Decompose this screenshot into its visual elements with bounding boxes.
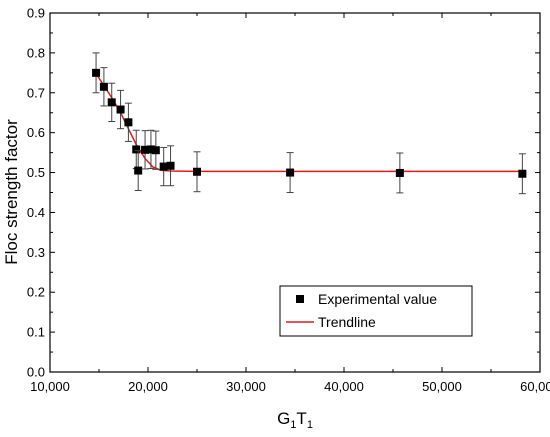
x-tick-label: 60,000 xyxy=(520,379,550,394)
legend-marker-experimental xyxy=(296,295,304,303)
x-axis-title-t: T xyxy=(296,409,306,428)
legend-label-experimental: Experimental value xyxy=(318,291,437,307)
x-axis-title-sub1: 1 xyxy=(290,419,296,431)
y-tick-label: 0.5 xyxy=(27,165,45,180)
x-tick-label: 50,000 xyxy=(422,379,462,394)
legend-label-trendline: Trendline xyxy=(318,314,376,330)
y-tick-label: 0.3 xyxy=(27,245,45,260)
x-tick-label: 10,000 xyxy=(30,379,70,394)
y-tick-label: 0.0 xyxy=(27,365,45,380)
data-point xyxy=(159,162,168,171)
data-point xyxy=(193,167,201,176)
x-tick-label: 30,000 xyxy=(226,379,266,394)
data-point xyxy=(132,145,141,154)
y-tick-label: 0.4 xyxy=(27,205,45,220)
y-tick-label: 0.1 xyxy=(27,325,45,340)
data-point xyxy=(134,166,143,175)
data-point xyxy=(141,145,150,154)
data-point xyxy=(124,118,133,127)
y-axis-title: Floc strength factor xyxy=(2,119,21,265)
y-tick-label: 0.2 xyxy=(27,285,45,300)
data-point xyxy=(99,82,108,91)
x-axis-ticks: 10,000 20,000 30,000 40,000 50,000 60,000 xyxy=(30,13,550,394)
data-point xyxy=(146,145,155,154)
x-tick-label: 20,000 xyxy=(128,379,168,394)
data-point xyxy=(116,105,125,114)
data-point xyxy=(166,161,175,170)
data-point xyxy=(286,168,295,177)
data-point xyxy=(151,146,160,155)
x-axis-title: G1T1 xyxy=(277,409,313,431)
data-point xyxy=(395,168,404,177)
data-point xyxy=(92,68,101,77)
x-tick-label: 40,000 xyxy=(324,379,364,394)
x-axis-title-g: G xyxy=(277,409,290,428)
x-axis-title-sub2: 1 xyxy=(307,419,313,431)
y-tick-label: 0.8 xyxy=(27,45,45,60)
data-point xyxy=(518,169,527,178)
data-point xyxy=(107,98,116,107)
legend-box xyxy=(279,285,473,337)
y-axis-ticks: 0.0 0.1 0.2 0.3 0.4 0.5 0.6 0.7 0.8 0.9 xyxy=(27,6,540,380)
y-tick-label: 0.9 xyxy=(27,6,45,21)
y-tick-label: 0.6 xyxy=(27,125,45,140)
legend: Experimental value Trendline xyxy=(279,285,473,337)
data-points-layer xyxy=(92,52,527,195)
y-tick-label: 0.7 xyxy=(27,85,45,100)
